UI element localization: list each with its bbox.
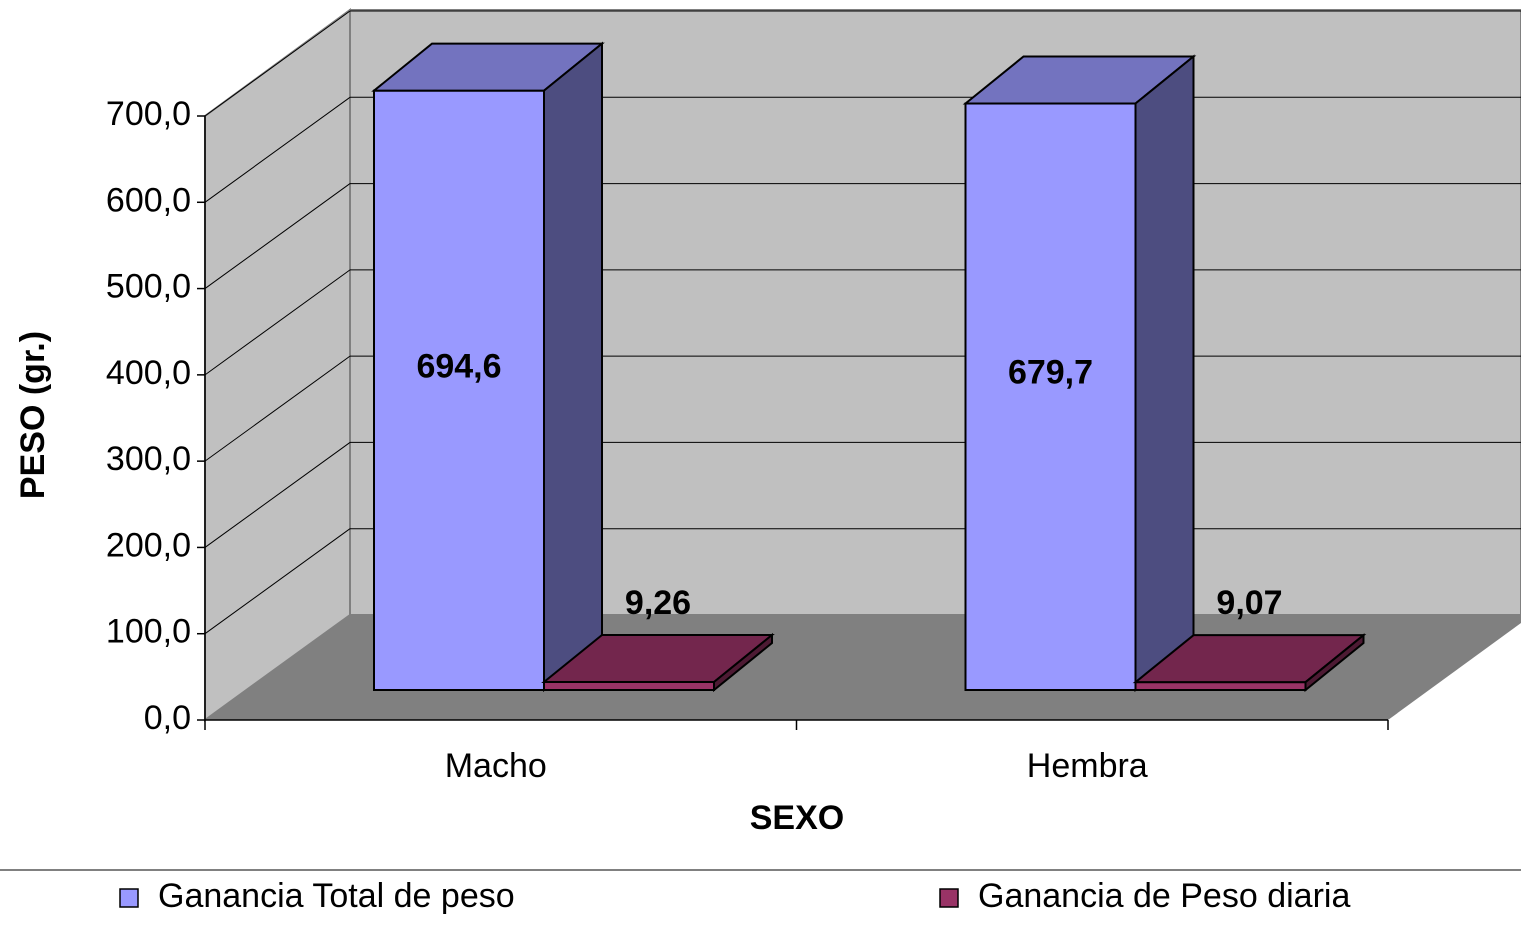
y-tick-label: 500,0	[106, 268, 191, 306]
y-tick-label: 600,0	[106, 181, 191, 219]
y-tick-label: 300,0	[106, 440, 191, 478]
grid-line	[204, 442, 351, 548]
y-tick-label: 700,0	[106, 95, 191, 133]
y-tick-label: 200,0	[106, 526, 191, 564]
data-label: 9,07	[1216, 584, 1282, 622]
grid-line	[204, 269, 351, 376]
bar	[964, 102, 1137, 692]
bar	[1134, 681, 1307, 692]
bar-side	[543, 41, 603, 693]
x-tick-label: Hembra	[1027, 747, 1148, 785]
bar-side	[713, 632, 773, 693]
legend-swatch	[119, 888, 139, 908]
x-tick-label: Macho	[445, 747, 547, 785]
data-label: 694,6	[416, 347, 501, 385]
legend-swatch	[939, 888, 959, 908]
y-tick-label: 0,0	[144, 699, 191, 737]
data-label: 9,26	[625, 584, 691, 622]
bar-side	[1134, 54, 1195, 693]
grid-line	[204, 355, 351, 462]
grid-line	[204, 96, 351, 203]
x-axis-title: SEXO	[750, 799, 844, 837]
grid-line	[204, 528, 351, 635]
y-axis-title: PESO (gr.)	[14, 331, 52, 499]
side-wall	[204, 8, 351, 722]
grid-line	[204, 183, 351, 289]
bar	[373, 89, 545, 692]
legend-label: Ganancia de Peso diaria	[978, 877, 1350, 915]
legend-label: Ganancia Total de peso	[158, 877, 515, 915]
data-label: 679,7	[1008, 354, 1093, 392]
grid-line	[204, 10, 351, 117]
bar	[543, 681, 715, 692]
y-tick-label: 100,0	[106, 613, 191, 651]
y-tick-label: 400,0	[106, 354, 191, 392]
bar-side	[1304, 633, 1365, 693]
